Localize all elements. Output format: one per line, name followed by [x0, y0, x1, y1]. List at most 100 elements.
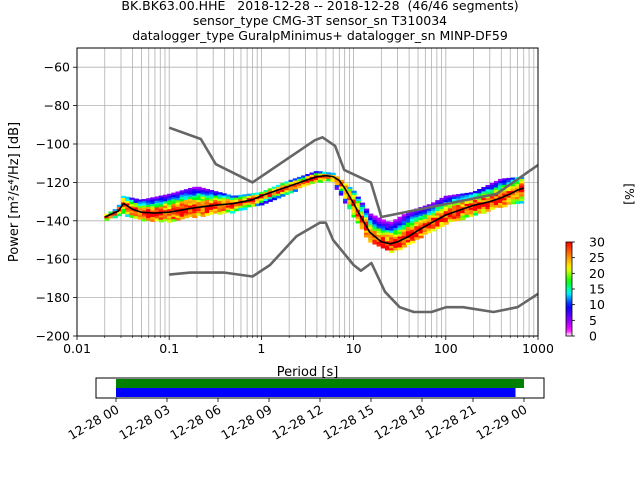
y-tick-label: −80: [44, 98, 70, 113]
psd-density-cell: [389, 228, 395, 232]
psd-density-cell: [150, 206, 156, 209]
psd-density-cell: [372, 219, 378, 223]
psd-density-cell: [422, 212, 428, 215]
psd-density-cell: [188, 192, 194, 195]
psd-density-cell: [364, 234, 370, 238]
psd-density-cell: [435, 200, 441, 203]
psd-density-cell: [305, 180, 311, 184]
psd-density-cell: [451, 203, 458, 207]
psd-density-cell: [179, 190, 185, 193]
psd-density-cell: [179, 216, 185, 220]
psd-density-cell: [351, 199, 357, 203]
psd-density-cell: [435, 213, 441, 216]
psd-density-cell: [137, 208, 143, 211]
psd-density-cell: [435, 219, 441, 223]
psd-density-cell: [451, 205, 458, 209]
psd-density-cell: [221, 204, 227, 207]
psd-density-cell: [213, 191, 219, 194]
psd-density-cell: [493, 187, 500, 191]
psd-density-cell: [368, 226, 374, 230]
psd-density-cell: [510, 177, 516, 181]
psd-density-cell: [410, 236, 416, 239]
psd-density-cell: [171, 199, 177, 202]
psd-density-cell: [175, 198, 181, 201]
psd-density-cell: [364, 230, 370, 234]
psd-density-cell: [208, 205, 215, 209]
psd-density-cell: [129, 208, 135, 212]
psd-density-cell: [343, 198, 349, 202]
psd-density-cell: [301, 182, 307, 185]
psd-density-cell: [246, 200, 252, 203]
psd-density-cell: [477, 193, 483, 197]
psd-density-cell: [171, 194, 177, 198]
psd-density-cell: [125, 212, 131, 215]
psd-density-cell: [121, 211, 127, 214]
psd-density-cell: [288, 186, 294, 189]
psd-density-cell: [137, 212, 143, 216]
psd-density-cell: [146, 215, 152, 219]
psd-density-cell: [121, 195, 127, 199]
psd-density-cell: [376, 221, 382, 225]
psd-density-cell: [384, 223, 391, 227]
psd-density-cell: [493, 196, 500, 199]
chart-title-line3: datalogger_type GuralpMinimus+ datalogge…: [132, 28, 508, 43]
psd-density-cell: [464, 212, 470, 216]
psd-density-cell: [280, 189, 286, 193]
psd-density-cell: [485, 191, 491, 195]
psd-density-cell: [242, 207, 248, 211]
psd-density-cell: [451, 212, 458, 215]
psd-density-cell: [477, 191, 483, 194]
colorbar-tick-label: 15: [589, 282, 605, 297]
psd-density-cell: [414, 215, 420, 218]
psd-density-cell: [498, 178, 504, 182]
psd-density-cell: [506, 186, 512, 190]
psd-density-cell: [514, 194, 521, 198]
psd-density-cell: [451, 199, 458, 202]
psd-density-cell: [183, 200, 190, 203]
psd-density-cell: [485, 209, 491, 212]
psd-density-cell: [359, 209, 366, 212]
psd-density-cell: [376, 232, 382, 236]
psd-density-cell: [389, 224, 395, 227]
psd-density-cell: [112, 209, 118, 212]
psd-density-cell: [162, 218, 169, 222]
psd-density-cell: [229, 204, 236, 207]
psd-density-cell: [217, 212, 223, 215]
psd-density-cell: [217, 198, 223, 202]
psd-density-cell: [158, 215, 164, 218]
psd-density-cell: [188, 205, 194, 209]
psd-density-cell: [359, 202, 366, 206]
psd-density-cell: [162, 194, 169, 198]
psd-density-cell: [146, 213, 152, 217]
psd-density-cell: [519, 183, 525, 187]
psd-density-cell: [397, 223, 403, 226]
psd-density-cell: [443, 219, 449, 223]
psd-density-cell: [347, 193, 353, 197]
psd-density-cell: [292, 189, 298, 192]
psd-density-cell: [376, 228, 382, 232]
psd-density-cell: [389, 226, 395, 229]
psd-density-cell: [519, 181, 525, 184]
psd-density-cell: [364, 232, 370, 236]
psd-density-cell: [397, 247, 403, 251]
psd-density-cell: [506, 195, 512, 199]
psd-density-cell: [368, 224, 374, 228]
psd-density-cell: [121, 200, 127, 203]
psd-density-cell: [414, 226, 420, 229]
psd-density-cell: [435, 211, 441, 214]
psd-density-cell: [405, 231, 412, 234]
psd-density-cell: [213, 195, 219, 199]
psd-density-cell: [426, 230, 433, 234]
psd-density-cell: [410, 218, 416, 222]
psd-density-cell: [259, 196, 265, 199]
psd-density-cell: [188, 187, 194, 191]
psd-density-cell: [104, 218, 110, 221]
psd-density-cell: [364, 217, 370, 220]
psd-density-cell: [401, 222, 407, 226]
psd-density-cell: [364, 228, 370, 231]
psd-density-cell: [414, 219, 420, 223]
psd-density-cell: [431, 224, 437, 227]
psd-density-cell: [192, 204, 198, 208]
psd-density-cell: [485, 204, 491, 208]
psd-density-cell: [217, 196, 223, 200]
